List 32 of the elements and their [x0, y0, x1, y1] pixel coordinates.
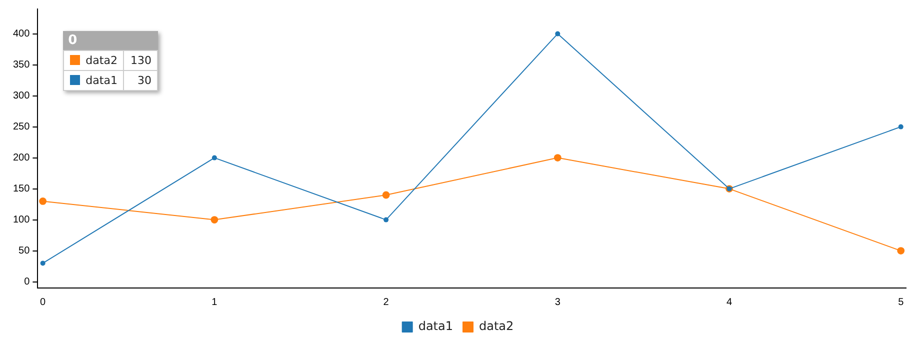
point: [898, 124, 904, 130]
x-tick-label: 3: [554, 296, 561, 308]
annotation: data2: [63, 50, 124, 70]
x-tick-label: 2: [383, 296, 390, 308]
point: [39, 198, 47, 205]
point: [212, 155, 217, 160]
y-tick-label: 300: [12, 90, 30, 102]
point: [210, 216, 218, 224]
x-tick-label: 5: [898, 296, 904, 308]
point: [40, 260, 46, 266]
y-tick-label: 250: [12, 122, 30, 133]
legend-label: data1: [418, 319, 454, 334]
y-tick-label: 0: [24, 276, 30, 288]
point: [555, 31, 560, 36]
point: [382, 191, 390, 199]
x-tick-label: 0: [40, 296, 46, 308]
y-tick-label: 150: [12, 184, 30, 195]
annotation: data1: [63, 70, 124, 90]
point: [897, 247, 905, 254]
y-tick-label: 200: [12, 152, 30, 164]
annotation: 30: [124, 70, 158, 90]
x-tick-label: 4: [726, 296, 732, 308]
y-tick-label: 400: [12, 28, 30, 40]
y-tick-label: 350: [12, 60, 30, 71]
annotation: 0: [63, 31, 158, 50]
legend-label: data2: [479, 319, 514, 334]
y-tick-label: 50: [18, 246, 30, 257]
point: [384, 217, 389, 222]
y-tick-label: 100: [12, 214, 30, 226]
x-tick-label: 1: [212, 296, 218, 308]
annotation: 130: [124, 50, 158, 70]
point: [554, 154, 562, 162]
